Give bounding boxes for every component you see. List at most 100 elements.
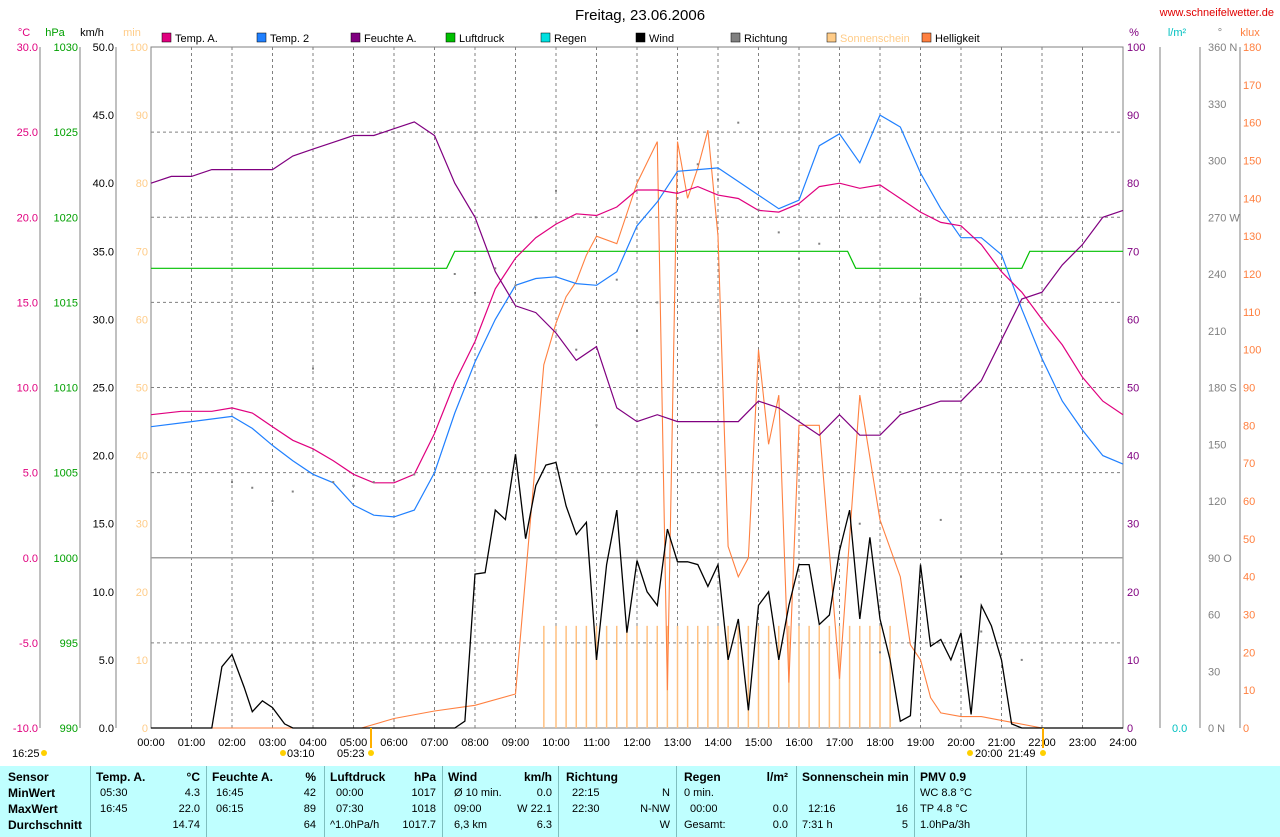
stats-cell: 06:15 <box>216 803 244 815</box>
stats-cell: Gesamt: <box>684 819 726 831</box>
y-tick-label: 60 <box>136 314 148 326</box>
y-tick-label: 300 <box>1208 156 1226 168</box>
series-richtung-point <box>737 121 740 124</box>
axis-unit: km/h <box>80 27 104 39</box>
x-tick-label: 24:00 <box>1109 737 1137 749</box>
x-tick-label: 05:00 <box>340 737 368 749</box>
series-richtung-point <box>433 386 436 389</box>
series-richtung-point <box>1020 658 1023 661</box>
series-richtung-point <box>899 411 902 414</box>
stats-cell: 14.74 <box>172 819 200 831</box>
x-tick-label: 08:00 <box>461 737 489 749</box>
series-richtung-point <box>312 367 314 370</box>
y-tick-label: 70 <box>1243 458 1255 470</box>
series-lines <box>150 114 1124 729</box>
x-tick-label: 00:00 <box>137 737 165 749</box>
stats-cell: Ø 10 min. <box>454 787 502 799</box>
sun-icon <box>41 750 47 756</box>
series-richtung-point <box>393 479 395 482</box>
y-tick-label: 10 <box>1243 685 1255 697</box>
y-tick-label: 60 <box>1208 610 1220 622</box>
y-tick-label: 120 <box>1243 269 1261 281</box>
legend-label: Regen <box>554 33 586 45</box>
x-tick-label: 13:00 <box>664 737 692 749</box>
y-tick-label: 30 <box>136 519 148 531</box>
y-tick-label: 180 S <box>1208 383 1237 395</box>
y-tick-label: 5.0 <box>23 468 38 480</box>
weather-chart: Freitag, 23.06.2006 www.schneifelwetter.… <box>12 7 1274 760</box>
y-tick-label: 35.0 <box>93 246 114 258</box>
stats-cell: 42 <box>303 787 316 799</box>
y-tick-label: 160 <box>1243 118 1261 130</box>
time-markers: 16:25 03:10 05:23 20:00 21:49 <box>12 728 1046 760</box>
series-richtung-point <box>555 189 557 192</box>
sunshine-bars <box>543 625 891 728</box>
y-tick-label: 170 <box>1243 80 1261 92</box>
y-tick-label: 150 <box>1208 439 1226 451</box>
y-tick-label: 1020 <box>54 212 78 224</box>
series-richtung-point <box>858 522 861 525</box>
y-tick-label: 80 <box>1127 178 1139 190</box>
x-tick-label: 21:00 <box>988 737 1016 749</box>
x-tick-label: 02:00 <box>218 737 246 749</box>
y-tick-label: 0 N <box>1208 723 1225 735</box>
stats-cell: N <box>662 787 670 799</box>
axis-unit: hPa <box>45 27 65 39</box>
y-tick-label: 30 <box>1208 666 1220 678</box>
series-helligkeit <box>151 130 1123 729</box>
stats-cell: 1017 <box>411 787 436 799</box>
sunrise-icon <box>368 750 374 756</box>
legend-swatch <box>921 32 932 43</box>
series-richtung-point <box>615 278 618 281</box>
x-tick-label: 06:00 <box>380 737 408 749</box>
left-axes: 30.025.020.015.010.05.00.0-5.0-10.0°C103… <box>13 27 148 735</box>
series-richtung-point <box>818 242 821 245</box>
stats-cell: 1.0hPa/3h <box>920 819 971 831</box>
y-tick-label: 20.0 <box>93 451 114 463</box>
y-tick-label: 140 <box>1243 193 1261 205</box>
y-tick-label: 80 <box>136 178 148 190</box>
x-tick-label: 12:00 <box>623 737 651 749</box>
y-tick-label: 90 O <box>1208 553 1232 565</box>
series-richtung-point <box>656 301 659 304</box>
series-richtung-point <box>453 273 456 275</box>
stats-cell: 6.3 <box>536 819 552 831</box>
legend-swatch <box>161 32 172 43</box>
legend: Temp. A. Temp. 2 Feuchte A. Luftdruck Regen W… <box>161 32 980 45</box>
stats-cell: 5 <box>901 819 908 831</box>
stats-richtung: Richtung 22:15 N 22:30 N-NW W <box>566 766 670 837</box>
series-richtung-point <box>534 216 537 219</box>
y-tick-label: 45.0 <box>93 110 114 122</box>
stats-luftdruck: Luftdruck hPa 00:00 1017 07:30 1018 ^1.0hPa… <box>330 766 436 837</box>
stats-pmv-header: PMV 0.9 <box>920 770 967 784</box>
y-tick-label: 20 <box>1127 587 1139 599</box>
statistics-panel: Sensor MinWert MaxWert Durchschnitt Temp… <box>0 766 1280 837</box>
y-tick-label: 0 <box>142 723 148 735</box>
x-tick-label: 15:00 <box>745 737 773 749</box>
website-label: www.schneifelwetter.de <box>1159 7 1274 19</box>
stats-temp-unit: °C <box>186 770 200 784</box>
axis-unit: l/m² <box>1168 27 1187 39</box>
stats-cell: W <box>659 819 670 831</box>
y-tick-label: 40 <box>136 451 148 463</box>
x-tick-label: 18:00 <box>866 737 894 749</box>
y-tick-label: 15.0 <box>17 297 38 309</box>
y-tick-label: 0 <box>1127 723 1133 735</box>
series-richtung-point <box>413 473 416 476</box>
series-richtung-point <box>474 291 476 294</box>
x-tick-label: 03:00 <box>259 737 287 749</box>
y-tick-label: 60 <box>1243 496 1255 508</box>
y-tick-label: 40 <box>1243 572 1255 584</box>
stats-sonne-header: Sonnenschein min <box>802 770 909 784</box>
stats-cell: 22:30 <box>572 803 600 815</box>
stats-cell: 0.0 <box>772 803 788 815</box>
series-richtung-point <box>231 481 233 484</box>
y-tick-label: 10 <box>136 655 148 667</box>
y-tick-label: 30 <box>1127 519 1139 531</box>
y-tick-label: 130 <box>1243 231 1261 243</box>
stats-cell: 00:00 <box>690 803 718 815</box>
axis-unit: °C <box>18 27 30 39</box>
legend-swatch <box>350 32 361 43</box>
y-tick-label: 30.0 <box>93 314 114 326</box>
